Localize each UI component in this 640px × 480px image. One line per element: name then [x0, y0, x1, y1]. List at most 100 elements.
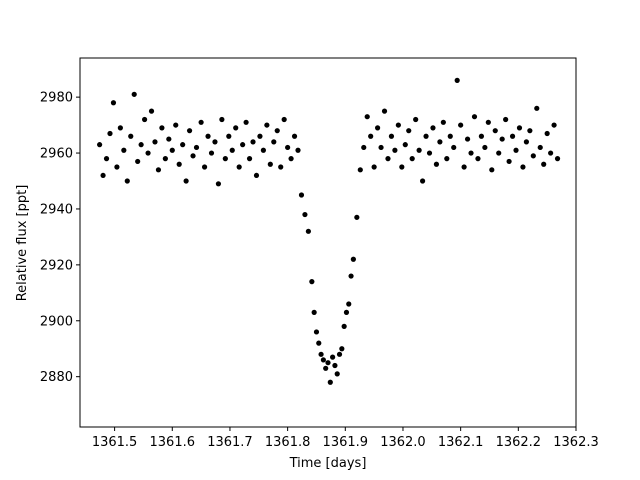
- data-points: [97, 77, 561, 385]
- data-point: [201, 164, 208, 170]
- x-tick-label: 1362.3: [553, 435, 599, 450]
- data-point: [419, 178, 426, 184]
- data-point: [534, 105, 540, 111]
- data-point: [388, 133, 395, 139]
- data-point: [236, 164, 242, 170]
- data-point: [381, 108, 388, 114]
- data-point: [257, 133, 263, 139]
- data-point: [138, 142, 144, 148]
- data-point: [205, 133, 211, 139]
- data-point: [295, 147, 301, 153]
- y-axis-ticks: 2880 2900 2920 2940 2960 2980: [40, 91, 80, 385]
- data-point: [208, 150, 215, 156]
- data-point: [323, 365, 329, 371]
- x-axis-label: Time [days]: [289, 456, 367, 471]
- data-point: [325, 360, 331, 366]
- y-tick-label: 2880: [40, 370, 73, 385]
- data-point: [121, 147, 127, 153]
- data-point: [97, 142, 103, 148]
- x-tick-label: 1362.2: [496, 435, 542, 450]
- data-point: [350, 256, 356, 262]
- data-point: [330, 354, 336, 360]
- plot-frame: [79, 57, 577, 428]
- data-point: [107, 130, 113, 137]
- data-point: [458, 122, 464, 128]
- data-point: [212, 139, 218, 145]
- data-point: [413, 116, 419, 123]
- data-point: [343, 309, 350, 315]
- data-point: [409, 156, 415, 162]
- data-point: [361, 144, 367, 151]
- data-point: [395, 122, 401, 128]
- data-point: [334, 371, 340, 377]
- data-point: [186, 128, 193, 134]
- data-point: [288, 156, 294, 162]
- data-point: [166, 136, 172, 142]
- data-point: [541, 161, 547, 167]
- data-point: [285, 144, 291, 151]
- data-point: [392, 147, 398, 153]
- data-point: [444, 156, 450, 162]
- data-point: [464, 136, 471, 142]
- y-tick-label: 2900: [40, 314, 73, 329]
- data-point: [537, 144, 543, 151]
- data-point: [433, 161, 440, 167]
- data-point: [461, 164, 467, 170]
- data-point: [159, 125, 165, 131]
- data-point: [145, 150, 151, 156]
- data-point: [548, 150, 554, 156]
- data-point: [198, 119, 204, 125]
- data-point: [406, 128, 412, 134]
- x-axis-ticks: 1361.5 1361.6 1361.7 1361.8 1361.9 1362.0 1362…: [92, 427, 599, 450]
- data-point: [313, 329, 320, 335]
- data-point: [496, 150, 502, 156]
- data-point: [152, 139, 158, 145]
- data-point: [274, 128, 280, 134]
- data-point: [506, 158, 512, 165]
- data-point: [193, 144, 200, 151]
- y-axis-label: Relative flux [ppt]: [15, 185, 30, 302]
- data-point: [271, 139, 277, 145]
- data-point: [302, 211, 308, 218]
- data-point: [478, 133, 485, 139]
- data-point: [278, 164, 284, 170]
- data-point: [530, 153, 536, 159]
- data-point: [155, 167, 162, 173]
- data-point: [554, 156, 561, 162]
- data-point: [190, 153, 196, 159]
- data-point: [260, 147, 266, 153]
- data-point: [509, 133, 516, 139]
- data-point: [354, 214, 360, 220]
- data-point: [348, 273, 354, 279]
- data-point: [173, 122, 179, 128]
- data-point: [246, 156, 253, 162]
- data-point: [318, 351, 324, 357]
- data-point: [451, 144, 457, 151]
- data-point: [264, 122, 270, 128]
- data-point: [475, 156, 481, 162]
- data-point: [320, 357, 326, 363]
- data-point: [124, 178, 130, 184]
- data-point: [180, 142, 186, 148]
- data-point: [357, 167, 363, 173]
- data-point: [183, 178, 189, 184]
- data-point: [527, 128, 533, 134]
- data-point: [222, 156, 228, 162]
- data-point: [240, 142, 246, 148]
- data-point: [385, 156, 391, 162]
- data-point: [305, 228, 311, 234]
- data-point: [492, 128, 498, 134]
- data-point: [430, 125, 436, 131]
- data-point: [485, 119, 491, 125]
- data-point: [250, 139, 256, 145]
- data-point: [103, 156, 110, 162]
- data-point: [298, 192, 305, 198]
- data-point: [114, 164, 120, 170]
- data-point: [339, 346, 345, 352]
- data-point: [426, 150, 433, 156]
- x-tick-label: 1361.7: [207, 435, 253, 450]
- data-point: [281, 116, 287, 123]
- data-point: [229, 147, 235, 153]
- data-point: [226, 133, 232, 139]
- data-point: [100, 172, 106, 179]
